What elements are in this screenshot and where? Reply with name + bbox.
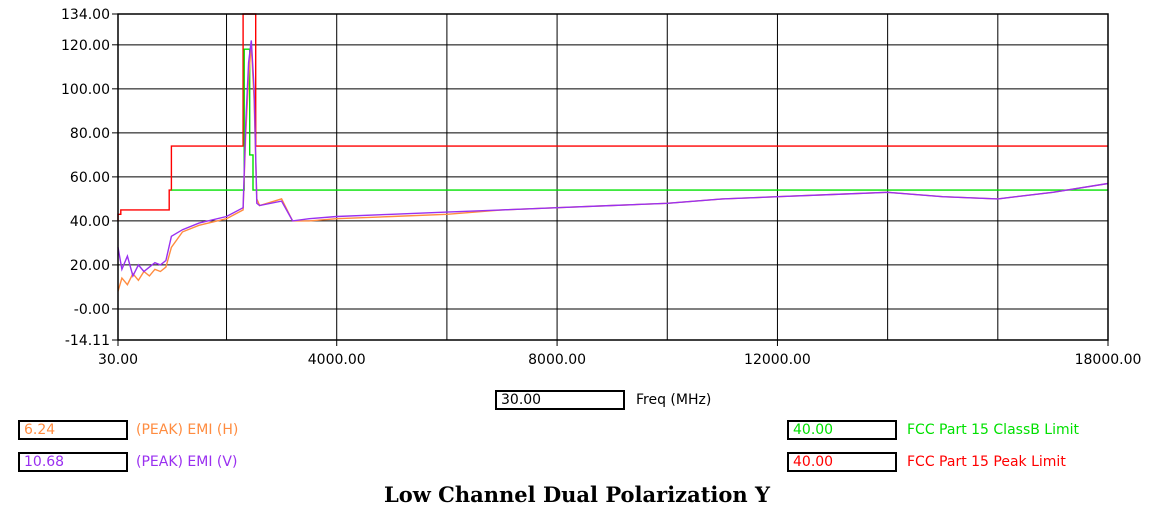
cursor-value-box[interactable]: 30.00	[495, 390, 625, 410]
legend-label-classb: FCC Part 15 ClassB Limit	[907, 422, 1079, 438]
y-tick-label: 120.00	[61, 38, 110, 54]
x-tick-label: 8000.00	[528, 352, 586, 368]
x-tick-label: 4000.00	[308, 352, 366, 368]
y-tick-label: 20.00	[70, 258, 110, 274]
chart-title: Low Channel Dual Polarization Y	[384, 482, 770, 507]
legend-label-peak: FCC Part 15 Peak Limit	[907, 454, 1066, 470]
series-line-2	[117, 44, 1109, 292]
legend-value-emi-h: 6.24	[24, 422, 56, 438]
legend-value-box-peak[interactable]: 40.00	[787, 452, 897, 472]
y-tick-label: 60.00	[70, 170, 110, 186]
x-tick-label: 12000.00	[744, 352, 811, 368]
series-line-3	[117, 40, 1109, 278]
y-tick-label: 134.00	[61, 7, 110, 23]
legend-label-emi-h: (PEAK) EMI (H)	[136, 422, 239, 438]
y-tick-label: -0.00	[74, 302, 110, 318]
y-tick-label: -14.11	[65, 333, 110, 349]
legend-value-peak: 40.00	[793, 454, 834, 470]
cursor-axis-label: Freq (MHz)	[636, 392, 712, 408]
legend-value-box-emi-h[interactable]: 6.24	[18, 420, 128, 440]
legend-value-classb: 40.00	[793, 422, 834, 438]
grid	[118, 14, 1108, 340]
y-tick-label: 100.00	[61, 82, 110, 98]
legend-label-emi-v: (PEAK) EMI (V)	[136, 454, 238, 470]
legend-value-emi-v: 10.68	[24, 454, 65, 470]
y-tick-label: 40.00	[70, 214, 110, 230]
series-layer	[117, 13, 1109, 292]
series-line-1	[171, 48, 1108, 191]
y-tick-labels: 134.00 120.00 100.00 80.00 60.00 40.00 20.00 -0…	[61, 7, 118, 349]
legend-value-box-classb[interactable]: 40.00	[787, 420, 897, 440]
emi-chart: 134.00 120.00 100.00 80.00 60.00 40.00 20.00 -0…	[61, 7, 1141, 368]
x-tick-label: 18000.00	[1075, 352, 1142, 368]
x-tick-labels: 30.00 4000.00 8000.00 12000.00 18000.00	[98, 340, 1141, 368]
cursor-value: 30.00	[501, 392, 542, 408]
x-tick-label: 30.00	[98, 352, 138, 368]
legend-value-box-emi-v[interactable]: 10.68	[18, 452, 128, 472]
y-tick-label: 80.00	[70, 126, 110, 142]
